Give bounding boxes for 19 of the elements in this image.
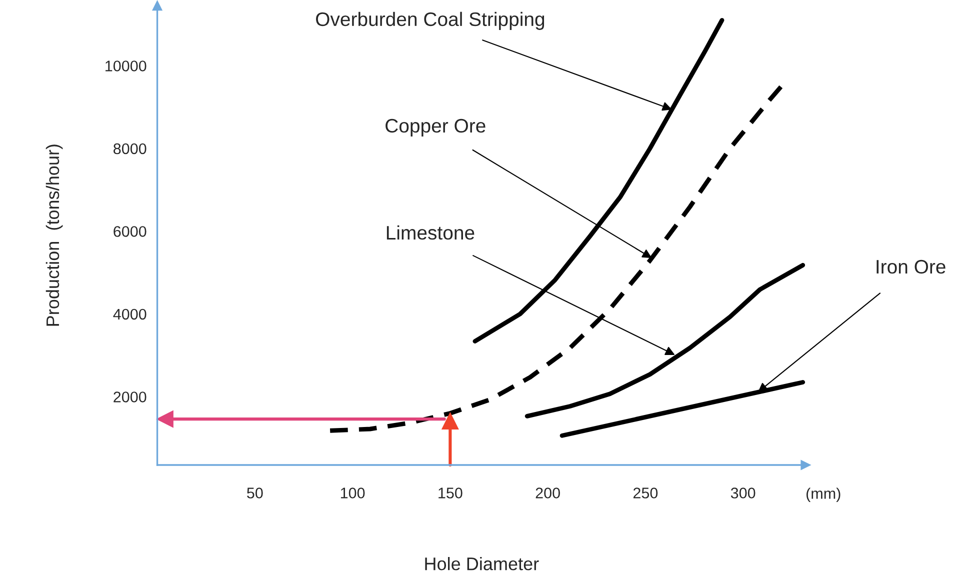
x-tick-label: 250 <box>633 488 658 498</box>
y-tick-label: 2000 <box>114 392 146 402</box>
x-axis-title: Hole Diameter <box>425 557 539 570</box>
annotation: Limestone <box>386 225 474 240</box>
x-tick-label: 150 <box>438 488 462 498</box>
annotation: Overburden Coal Stripping <box>316 12 544 30</box>
x-tick-label: 100 <box>340 488 365 498</box>
annotation: Copper Ore <box>386 118 486 136</box>
y-tick-label: 6000 <box>114 226 146 237</box>
line-series <box>524 262 806 418</box>
annotation: Iron Ore <box>876 260 946 274</box>
x-tick-label: 200 <box>536 488 560 498</box>
y-tick-label: 8000 <box>114 143 146 154</box>
x-tick-label: 50 <box>247 488 263 498</box>
y-tick-label: 10000 <box>106 60 146 72</box>
y-axis-title: Production (tons/hour) <box>46 144 63 326</box>
y-tick-label: 4000 <box>113 308 146 320</box>
text: (mm) <box>806 488 840 502</box>
x-tick-label: 300 <box>730 488 756 498</box>
